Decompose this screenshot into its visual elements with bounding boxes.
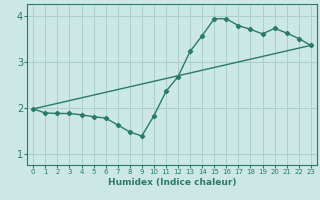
X-axis label: Humidex (Indice chaleur): Humidex (Indice chaleur) bbox=[108, 178, 236, 187]
